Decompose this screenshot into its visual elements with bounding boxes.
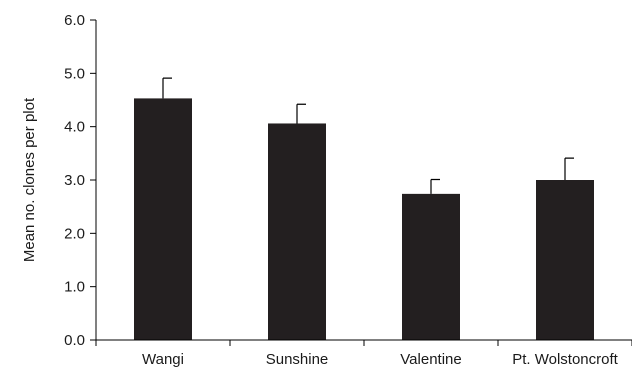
y-tick-label: 1.0 [64, 279, 85, 296]
y-tick-label: 6.0 [64, 12, 85, 29]
error-bar [430, 178, 440, 194]
error-bar [162, 77, 172, 99]
bar-valentine [402, 193, 460, 340]
bar-wangi [134, 98, 192, 341]
x-axis-ticks: Wangi Sunshine Valentine Pt. Wolstoncroft [95, 340, 632, 368]
x-tick-label: Sunshine [266, 351, 329, 368]
y-axis-title: Mean no. clones per plot [21, 97, 38, 262]
bar-pt-wolstoncroft [536, 180, 594, 340]
bar-sunshine [268, 123, 326, 340]
y-tick-label: 0.0 [64, 332, 85, 349]
y-tick-label: 3.0 [64, 172, 85, 189]
error-bars [162, 77, 574, 194]
y-tick-label: 4.0 [64, 119, 85, 136]
y-tick-label: 2.0 [64, 225, 85, 242]
error-bar [296, 103, 306, 124]
x-tick-label: Pt. Wolstoncroft [512, 351, 618, 368]
y-axis-ticks: 0.0 1.0 2.0 3.0 4.0 5.0 6.0 [64, 12, 96, 349]
y-tick-label: 5.0 [64, 65, 85, 82]
bars [134, 98, 594, 341]
x-tick-label: Valentine [400, 351, 461, 368]
error-bar [564, 157, 574, 180]
x-tick-label: Wangi [142, 351, 184, 368]
